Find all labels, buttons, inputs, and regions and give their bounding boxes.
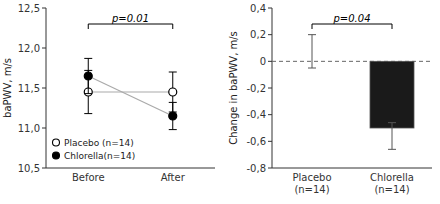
legend-marker — [53, 152, 60, 159]
panel: -0,8 -0,6 -0,4 -0,2 0 0,2 0,4 Change in baPWV, … — [228, 3, 432, 196]
y-axis-label: Change in baPWV, m/s — [228, 31, 239, 145]
x-tick-label: Before — [72, 172, 105, 183]
y-tick — [268, 114, 272, 115]
y-axis — [272, 8, 273, 168]
y-tick-label: -0,2 — [246, 83, 266, 94]
y-tick — [268, 141, 272, 142]
y-tick-label: 11,5 — [18, 83, 40, 94]
annotation: p=0.04 — [333, 13, 371, 24]
error-cap — [169, 72, 177, 73]
error-bar — [388, 123, 396, 150]
error-line — [392, 123, 393, 150]
x-tick-label: Chlorella(n=14) — [370, 172, 414, 195]
error-cap — [308, 68, 316, 69]
y-tick-label: -0,4 — [246, 109, 266, 120]
chart: 10,5 11,0 11,5 12,0 12,5 baPWV, m/s Before Afte… — [0, 0, 440, 204]
y-tick-label: 12,5 — [18, 3, 40, 14]
error-cap — [84, 93, 92, 94]
bar — [370, 61, 414, 128]
x-tick-label-line: Before — [72, 172, 105, 183]
x-tick-label: Placebo(n=14) — [292, 172, 331, 195]
x-tick-label-line: (n=14) — [294, 184, 329, 195]
y-tick-label: 10,5 — [18, 163, 40, 174]
error-bar — [308, 35, 316, 68]
error-cap — [308, 34, 316, 35]
legend: Placebo (n=14) Chlorella(n=14) — [53, 138, 136, 161]
y-tick-label: 11,0 — [18, 123, 40, 134]
annotation: p=0.01 — [111, 13, 149, 24]
error-cap — [169, 129, 177, 130]
x-axis — [46, 168, 215, 169]
error-bar — [84, 58, 92, 93]
x-tick-label-line: (n=14) — [374, 184, 409, 195]
point — [169, 88, 177, 96]
bracket — [88, 24, 173, 29]
x-tick-label-line: Placebo — [292, 172, 331, 183]
y-tick — [42, 128, 46, 129]
panel: 10,5 11,0 11,5 12,0 12,5 baPWV, m/s Before Afte… — [2, 3, 215, 184]
y-tick-label: -0,6 — [246, 136, 266, 147]
x-tick-label-line: Chlorella — [370, 172, 414, 183]
y-tick-label: 12,0 — [18, 43, 40, 54]
y-tick — [268, 34, 272, 35]
y-tick-label: -0,8 — [246, 163, 266, 174]
legend-label: Chlorella(n=14) — [64, 151, 135, 161]
y-axis-label: baPWV, m/s — [2, 58, 13, 118]
legend-marker — [53, 139, 60, 146]
plot-area — [84, 58, 177, 129]
series-line — [88, 91, 173, 92]
y-tick — [268, 61, 272, 62]
y-tick-label: 0,2 — [250, 29, 266, 40]
legend-label: Placebo (n=14) — [64, 138, 134, 148]
x-axis — [272, 168, 432, 169]
error-cap — [84, 58, 92, 59]
series-line — [88, 76, 173, 116]
point — [169, 112, 177, 120]
error-cap — [84, 113, 92, 114]
y-tick — [268, 88, 272, 89]
point — [84, 72, 92, 80]
plot-area — [272, 35, 432, 150]
y-tick — [268, 168, 272, 169]
y-tick — [42, 168, 46, 169]
error-line — [312, 35, 313, 68]
error-bar — [169, 102, 177, 129]
y-tick — [42, 8, 46, 9]
error-cap — [388, 149, 396, 150]
x-tick-label-line: After — [161, 172, 186, 183]
bracket — [312, 24, 392, 29]
y-axis — [46, 8, 47, 168]
y-tick — [268, 8, 272, 9]
error-cap — [169, 102, 177, 103]
y-tick-label: 0,4 — [250, 3, 266, 14]
y-tick — [42, 48, 46, 49]
x-tick-label: After — [161, 172, 186, 183]
y-tick-label: 0 — [260, 56, 266, 67]
y-tick — [42, 88, 46, 89]
error-cap — [388, 122, 396, 123]
